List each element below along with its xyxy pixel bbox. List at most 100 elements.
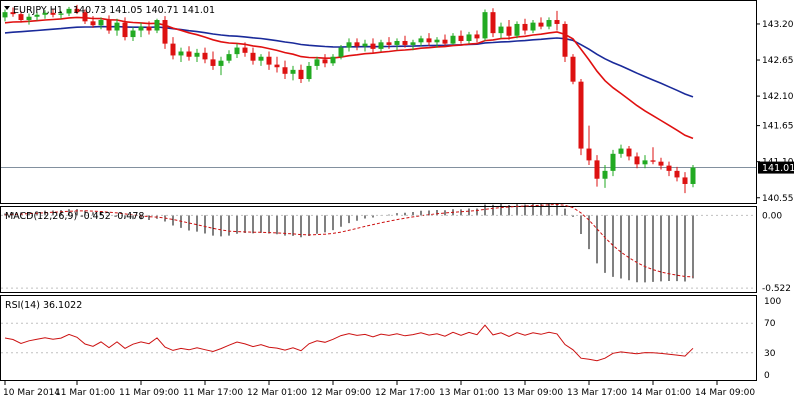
candle-body bbox=[274, 64, 280, 68]
candle bbox=[10, 7, 16, 17]
macd-tick-label: 0.00 bbox=[762, 211, 782, 221]
candle bbox=[314, 56, 320, 70]
rsi-line bbox=[4, 324, 694, 362]
candle bbox=[602, 164, 608, 188]
candle bbox=[442, 34, 448, 47]
candle bbox=[666, 161, 672, 177]
dropdown-triangle-icon[interactable] bbox=[4, 6, 10, 10]
candle-body bbox=[146, 26, 152, 31]
candle-body bbox=[42, 12, 48, 15]
candle bbox=[42, 10, 48, 19]
candle bbox=[242, 42, 248, 57]
candle bbox=[634, 152, 640, 169]
candles-layer bbox=[2, 4, 696, 194]
candle-body bbox=[634, 156, 640, 165]
rsi-layer: 100 70 30 0 bbox=[1, 297, 781, 381]
candle-body bbox=[330, 56, 336, 64]
candle-body bbox=[122, 22, 128, 38]
ema-fast-layer bbox=[4, 16, 694, 140]
candle bbox=[426, 33, 432, 47]
candle bbox=[138, 22, 144, 38]
candle-body bbox=[546, 20, 552, 27]
candle bbox=[178, 47, 184, 62]
price-tick-label: 141.65 bbox=[762, 122, 794, 132]
candle bbox=[218, 56, 224, 76]
macd-panel-frame bbox=[0, 206, 757, 293]
candle bbox=[466, 31, 472, 44]
macd-signal-line bbox=[4, 203, 694, 278]
candle bbox=[162, 16, 168, 49]
candle-body bbox=[2, 12, 8, 18]
candle bbox=[570, 54, 576, 85]
candle-body bbox=[202, 52, 208, 60]
candle bbox=[578, 79, 584, 156]
candle bbox=[170, 37, 176, 60]
candle bbox=[34, 12, 40, 21]
candle-body bbox=[442, 39, 448, 44]
candle-body bbox=[570, 56, 576, 82]
rsi-panel-frame bbox=[0, 295, 757, 381]
candle-body bbox=[162, 20, 168, 44]
price-tick-label: 140.55 bbox=[762, 194, 794, 204]
current-price-box bbox=[758, 161, 794, 174]
candle-body bbox=[498, 26, 504, 34]
time-tick-label: 11 Mar 01:00 bbox=[55, 388, 115, 398]
candle-body bbox=[626, 148, 632, 157]
candle-body bbox=[282, 67, 288, 74]
candle bbox=[562, 21, 568, 62]
candle bbox=[186, 46, 192, 61]
candle-body bbox=[370, 43, 376, 49]
candle-body bbox=[666, 165, 672, 171]
candle bbox=[210, 51, 216, 70]
candle bbox=[458, 30, 464, 44]
rsi-title: RSI(14) 36.1022 bbox=[5, 300, 82, 311]
candle-body bbox=[218, 60, 224, 66]
candle-body bbox=[138, 26, 144, 31]
candle bbox=[226, 50, 232, 64]
candle-body bbox=[194, 52, 200, 57]
candle-body bbox=[290, 69, 296, 74]
candle bbox=[122, 17, 128, 41]
candle bbox=[290, 65, 296, 81]
candle-body bbox=[434, 39, 440, 43]
time-tick-label: 12 Mar 17:00 bbox=[375, 388, 435, 398]
candle-body bbox=[346, 42, 352, 48]
candle bbox=[586, 125, 592, 165]
price-tick-label: 142.10 bbox=[762, 92, 794, 102]
candle-body bbox=[258, 56, 264, 61]
candle-body bbox=[170, 43, 176, 56]
macd-title: MACD(12,26,9) -0.452 -0.478 bbox=[5, 211, 144, 222]
candle-body bbox=[90, 21, 96, 26]
candle-body bbox=[178, 51, 184, 56]
candle bbox=[378, 39, 384, 52]
candle-body bbox=[490, 12, 496, 34]
candle bbox=[330, 54, 336, 66]
candle-body bbox=[562, 23, 568, 57]
rsi-tick-label: 0 bbox=[764, 371, 770, 381]
time-tick-label: 14 Mar 01:00 bbox=[631, 388, 691, 398]
current-price-marker: 141.01 bbox=[758, 161, 795, 174]
rsi-tick-label: 70 bbox=[764, 319, 776, 329]
symbol-header: EURJPY,H1 140.73 141.05 140.71 141.01 bbox=[4, 5, 215, 16]
candle bbox=[482, 9, 488, 42]
time-tick-label: 12 Mar 09:00 bbox=[311, 388, 371, 398]
candle-body bbox=[106, 20, 112, 31]
candle bbox=[386, 37, 392, 49]
candle-body bbox=[618, 148, 624, 154]
candle bbox=[66, 6, 72, 17]
candle-body bbox=[66, 8, 72, 14]
candle-body bbox=[426, 38, 432, 43]
candle-body bbox=[82, 12, 88, 22]
candle bbox=[114, 18, 120, 36]
candle bbox=[202, 47, 208, 64]
candle bbox=[506, 20, 512, 40]
time-tick-label: 13 Mar 09:00 bbox=[503, 388, 563, 398]
time-tick-label: 13 Mar 17:00 bbox=[567, 388, 627, 398]
candle-body bbox=[594, 160, 600, 179]
candle-body bbox=[234, 47, 240, 55]
candle-body bbox=[586, 148, 592, 161]
time-tick-label: 12 Mar 01:00 bbox=[247, 388, 307, 398]
candle-body bbox=[186, 51, 192, 57]
candle-body bbox=[354, 42, 360, 47]
